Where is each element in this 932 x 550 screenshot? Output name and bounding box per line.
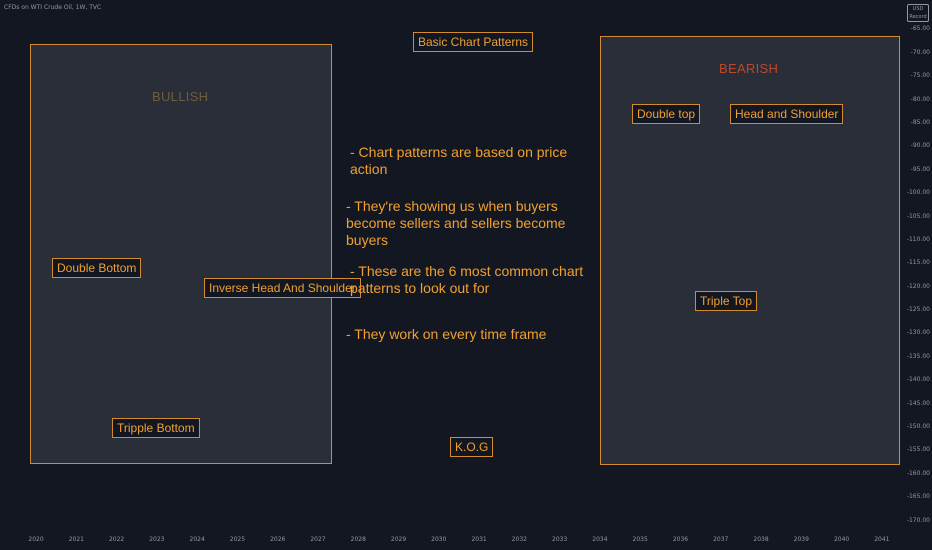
y-tick-label: -105.00 [906,212,930,220]
y-tick-label: -125.00 [906,306,930,314]
y-tick-label: -115.00 [906,259,930,267]
x-tick-label: 2035 [632,536,648,543]
y-tick-label: -160.00 [906,469,930,477]
x-tick-label: 2036 [672,536,689,543]
x-tick-label: 2041 [874,536,890,543]
y-tick-label: -65.00 [910,25,930,33]
x-tick-label: 2021 [68,536,84,543]
y-tick-label: -95.00 [910,165,930,173]
symbol-info: CFDs on WTI Crude Oil, 1W, TVC [4,4,102,11]
y-tick-label: -155.00 [906,446,930,454]
bullish-panel [30,44,332,464]
x-tick-label: 2039 [793,536,809,543]
y-tick-label: -80.00 [910,95,930,103]
x-tick-label: 2038 [753,536,769,543]
y-tick-label: -130.00 [906,329,930,337]
y-tick-label: -75.00 [910,72,930,80]
x-tick-label: 2037 [713,536,729,543]
x-tick-label: 2022 [108,536,125,543]
x-tick-label: 2034 [592,536,608,543]
y-tick-label: -120.00 [906,282,930,290]
note-price-action: - Chart patterns are based on price acti… [350,144,568,177]
y-tick-label: -150.00 [906,423,930,431]
note-six-patterns: - These are the 6 most common chart patt… [350,263,584,296]
bullish-heading: BULLISH [152,89,209,104]
currency-badge[interactable]: USD Record [907,4,929,22]
x-tick-label: 2029 [390,536,407,543]
x-tick-label: 2030 [431,536,447,543]
currency-badge-text: USD [912,6,924,12]
y-tick-label: -170.00 [906,516,930,524]
y-tick-label: -110.00 [906,235,930,243]
y-tick-label: -70.00 [910,48,930,56]
author-tag: K.O.G [450,437,494,457]
label-triple-top: Triple Top [695,291,758,311]
y-tick-label: -140.00 [906,376,930,384]
x-tick-label: 2033 [552,536,568,543]
label-double-top: Double top [632,104,701,124]
x-tick-label: 2028 [350,536,366,543]
currency-badge-sub: Record [909,14,927,20]
y-tick-label: -85.00 [910,118,930,126]
y-tick-label: -100.00 [906,189,930,197]
x-tick-label: 2040 [833,536,850,543]
x-tick-label: 2026 [270,536,286,543]
x-tick-label: 2023 [149,536,165,543]
x-tick-label: 2025 [229,536,246,543]
bearish-heading: BEARISH [719,61,779,76]
label-head-and-shoulder: Head and Shoulder [730,104,844,124]
y-tick-label: -135.00 [906,352,930,360]
label-double-bottom: Double Bottom [52,258,142,278]
y-tick-label: -90.00 [910,142,930,150]
y-tick-label: -165.00 [906,493,930,501]
x-tick-label: 2020 [28,536,44,543]
label-inverse-head-and-shoulder: Inverse Head And Shoulder [204,278,361,298]
x-tick-label: 2032 [511,536,527,543]
x-tick-label: 2024 [189,536,205,543]
x-tick-label: 2027 [310,536,326,543]
chart-title: Basic Chart Patterns [413,32,534,52]
y-tick-label: -145.00 [906,399,930,407]
label-tripple-bottom: Tripple Bottom [112,418,200,438]
x-tick-label: 2031 [471,536,487,543]
bearish-panel [600,36,900,465]
note-buyers-sellers: - They're showing us when buyers become … [346,198,566,248]
note-time-frame: - They work on every time frame [346,326,547,342]
